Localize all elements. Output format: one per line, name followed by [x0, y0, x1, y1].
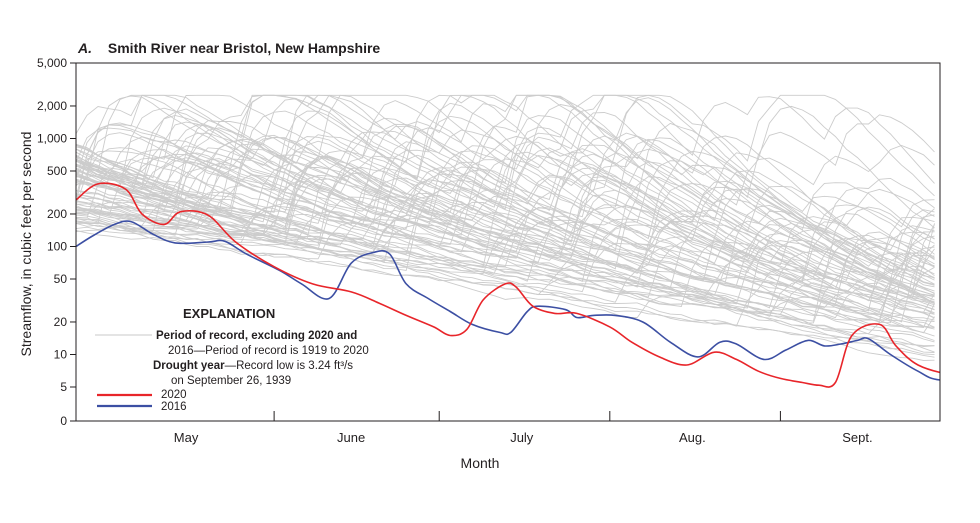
period-of-record-trace	[76, 94, 935, 255]
period-of-record-trace	[76, 193, 935, 328]
y-axis: 0 5 10 20 50 100 200 500 1,000 2,000 5,000	[37, 56, 76, 428]
legend-drought-prefix: Drought year	[153, 360, 225, 372]
period-of-record-trace	[76, 159, 935, 315]
legend: EXPLANATION Period of record, excluding …	[95, 306, 369, 413]
series-lines	[76, 182, 940, 388]
period-of-record-trace	[76, 220, 935, 297]
period-of-record-trace	[76, 94, 935, 270]
x-month-label: Sept.	[842, 430, 872, 445]
period-of-record-trace	[76, 132, 935, 279]
period-of-record-trace	[76, 201, 935, 353]
period-of-record-trace	[76, 199, 935, 317]
period-of-record-trace	[76, 105, 935, 241]
period-of-record-trace	[76, 130, 935, 304]
period-of-record-trace	[76, 94, 935, 312]
period-of-record-trace	[76, 129, 935, 270]
period-of-record-trace	[76, 97, 935, 277]
period-of-record-trace	[76, 94, 935, 337]
period-of-record-trace	[76, 143, 935, 334]
period-of-record-trace	[76, 94, 935, 299]
period-of-record-trace	[76, 94, 935, 290]
period-of-record-trace	[76, 124, 935, 281]
y-tick-label: 5	[60, 380, 67, 394]
period-of-record-trace	[76, 125, 935, 281]
period-of-record-trace	[76, 94, 935, 304]
period-of-record-trace	[76, 107, 935, 268]
legend-drought-rest: —Record low is 3.24 ft³/s	[225, 360, 354, 372]
period-of-record-trace	[76, 94, 935, 310]
period-of-record-trace	[76, 124, 935, 309]
period-of-record-trace	[76, 161, 935, 319]
period-of-record-trace	[76, 127, 935, 294]
legend-label-period-of-record-1: Period of record, excluding 2020 and	[156, 330, 357, 342]
period-of-record-trace	[76, 94, 935, 329]
period-of-record-trace	[76, 94, 935, 330]
legend-label-drought-year-2: on September 26, 1939	[171, 375, 291, 387]
x-month-label: May	[174, 430, 199, 445]
y-tick-label: 20	[54, 315, 68, 329]
y-tick-label: 1,000	[37, 131, 67, 145]
y-tick-label: 2,000	[37, 99, 67, 113]
y-tick-label: 10	[54, 347, 68, 361]
legend-label-2016: 2016	[161, 401, 187, 413]
panel-title-text: Smith River near Bristol, New Hampshire	[108, 40, 381, 56]
period-of-record-trace	[76, 206, 935, 312]
period-of-record-trace	[76, 160, 935, 358]
x-month-label: July	[510, 430, 534, 445]
period-of-record-trace	[76, 134, 935, 292]
legend-heading: EXPLANATION	[183, 306, 275, 321]
period-of-record-trace	[76, 162, 935, 281]
period-of-record-trace	[76, 165, 935, 356]
legend-label-2020: 2020	[161, 389, 187, 401]
panel-letter: A.	[77, 40, 92, 56]
period-of-record-trace	[76, 94, 935, 255]
y-axis-title: Streamflow, in cubic feet per second	[18, 132, 34, 357]
period-of-record-trace	[76, 94, 935, 308]
period-of-record-trace	[76, 170, 935, 296]
x-month-label: June	[337, 430, 365, 445]
period-of-record-trace	[76, 150, 935, 283]
period-of-record-trace	[76, 148, 935, 319]
period-of-record-trace	[76, 124, 935, 292]
series-line-2016	[76, 220, 940, 381]
plot-area-frame	[75, 62, 941, 422]
legend-label-period-of-record-2: 2016—Period of record is 1919 to 2020	[168, 345, 369, 357]
period-of-record-trace	[76, 140, 935, 285]
period-of-record-trace	[76, 180, 935, 347]
legend-label-drought-year-1: Drought year—Record low is 3.24 ft³/s	[153, 360, 353, 372]
y-tick-label: 50	[54, 272, 68, 286]
panel-title: A. Smith River near Bristol, New Hampshi…	[77, 40, 380, 56]
x-month-label: Aug.	[679, 430, 706, 445]
period-of-record-trace	[76, 127, 935, 305]
x-axis: May June July Aug. Sept.	[174, 411, 873, 445]
period-of-record-trace	[76, 158, 935, 343]
y-tick-label: 5,000	[37, 56, 67, 70]
period-of-record-trace	[76, 110, 935, 285]
period-of-record-trace	[76, 127, 935, 282]
period-of-record-trace	[76, 94, 935, 298]
x-axis-title: Month	[461, 455, 500, 471]
series-line-2020	[76, 182, 940, 388]
period-of-record-trace	[76, 152, 935, 283]
period-of-record-trace	[76, 94, 935, 314]
y-tick-label: 200	[47, 207, 67, 221]
period-of-record-trace	[76, 156, 935, 328]
y-tick-label: 0	[60, 414, 67, 428]
y-tick-label: 500	[47, 164, 67, 178]
period-of-record-lines	[76, 94, 935, 361]
period-of-record-trace	[76, 155, 935, 302]
y-tick-label: 100	[47, 239, 67, 253]
